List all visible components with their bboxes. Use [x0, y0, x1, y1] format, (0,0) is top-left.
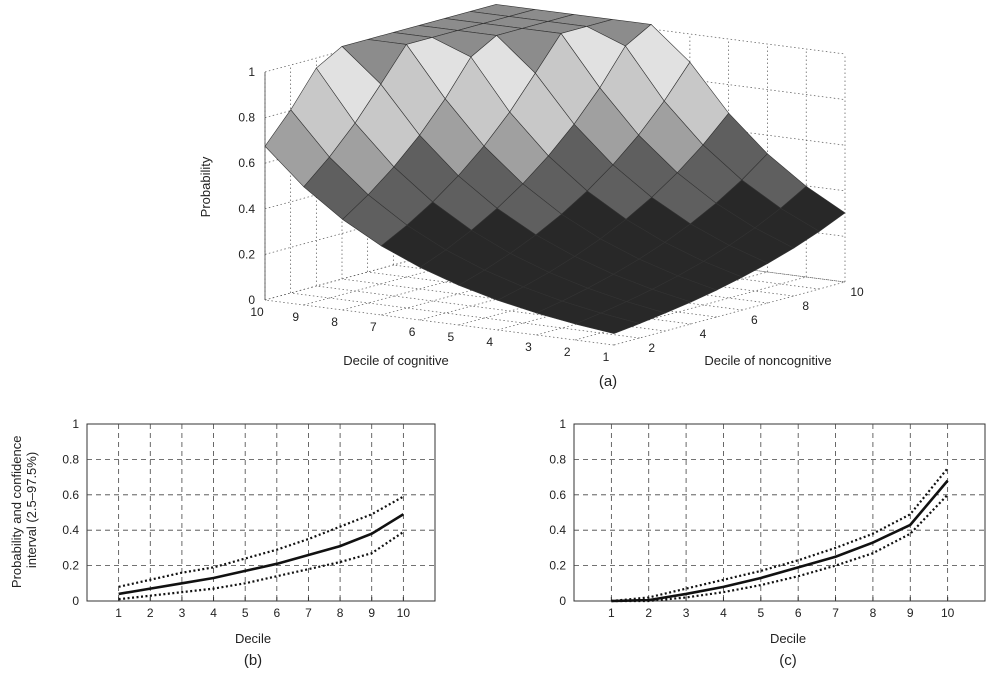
- y-axis-label-line-1: Probability and confidence: [9, 436, 24, 589]
- surface-mesh: [264, 4, 846, 334]
- y-axis-label: Probability and confidence interval (2.5…: [9, 432, 39, 588]
- x-axis-label: Decile: [770, 631, 806, 646]
- y-tick-labels: 0 0.2 0.4 0.6 0.8 1: [549, 417, 566, 608]
- x-tick-labels: 1 2 3 4 5 6 7 8 9 10: [115, 606, 410, 620]
- x-tick-labels: 1 2 3 4 5 6 7 8 9 10: [608, 606, 955, 620]
- floor-gridline: [290, 292, 640, 339]
- x-tick-label: 4: [210, 606, 217, 620]
- x-tick-label: 2: [147, 606, 154, 620]
- y-tick-label: 0.4: [549, 523, 566, 537]
- y-tick-labels: 2 4 6 8 10: [648, 285, 864, 355]
- x-tick-label: 1: [115, 606, 122, 620]
- x-tick-label: 1: [603, 350, 610, 364]
- panel-a-caption: (a): [599, 373, 617, 390]
- z-tick-label: 0.6: [238, 156, 255, 170]
- z-axis-label: Probability: [198, 156, 213, 217]
- x-axis-label: Decile of cognitive: [343, 353, 449, 368]
- x-tick-label: 2: [645, 606, 652, 620]
- x-tick-label: 5: [242, 606, 249, 620]
- y-axis-label: Decile of noncognitive: [704, 353, 831, 368]
- y-tick-label: 0.6: [62, 488, 79, 502]
- grid-lines: [86, 423, 436, 602]
- x-tick-label: 6: [409, 325, 416, 339]
- line-plot-panel-b: 0 0.2 0.4 0.6 0.8 1 1 2 3 4 5 6 7 8 9 10 Decile Probab…: [9, 417, 436, 669]
- y-tick-label: 0.4: [62, 523, 79, 537]
- x-tick-label: 9: [292, 310, 299, 324]
- series-line-upper: [118, 495, 404, 588]
- y-tick-label: 10: [850, 285, 864, 299]
- x-tick-label: 7: [832, 606, 839, 620]
- series-line-lower: [611, 494, 949, 603]
- y-axis-label-line-2: interval (2.5–97.5%): [24, 452, 39, 568]
- y-tick-label: 6: [751, 313, 758, 327]
- y-tick-label: 0.8: [62, 452, 79, 466]
- floor-gridline: [264, 299, 615, 346]
- z-tick-label: 0.8: [238, 111, 255, 125]
- x-axis-label: Decile: [235, 631, 271, 646]
- x-tick-label: 10: [397, 606, 411, 620]
- x-tick-label: 10: [941, 606, 955, 620]
- y-tick-label: 1: [559, 417, 566, 431]
- x-tick-label: 4: [486, 335, 493, 349]
- floor-gridline: [367, 271, 717, 318]
- y-tick-labels: 0 0.2 0.4 0.6 0.8 1: [62, 417, 79, 608]
- z-tick-labels: 0 0.2 0.4 0.6 0.8 1: [238, 65, 255, 307]
- x-tick-label: 10: [250, 305, 264, 319]
- y-tick-label: 0.2: [549, 559, 566, 573]
- x-tick-label: 7: [305, 606, 312, 620]
- x-tick-label: 8: [337, 606, 344, 620]
- series-line-estimate: [611, 479, 949, 603]
- series-line-upper: [611, 467, 949, 603]
- y-tick-label: 1: [72, 417, 79, 431]
- y-tick-label: 0: [72, 594, 79, 608]
- surface-patch: [574, 312, 641, 334]
- x-tick-label: 9: [907, 606, 914, 620]
- x-tick-labels: 1 2 3 4 5 6 7 8 9 10: [250, 305, 609, 364]
- y-tick-label: 0: [559, 594, 566, 608]
- floor-gridline: [341, 278, 692, 325]
- x-tick-label: 3: [683, 606, 690, 620]
- plot-frame: [573, 423, 986, 602]
- plot-frame: [86, 423, 436, 602]
- y-tick-label: 0.8: [549, 452, 566, 466]
- line-plot-panel-c: 0 0.2 0.4 0.6 0.8 1 1 2 3 4 5 6 7 8 9 10 Decile (c): [549, 417, 986, 669]
- x-tick-label: 3: [525, 340, 532, 354]
- z-tick-label: 1: [248, 65, 255, 79]
- panel-c-caption: (c): [779, 652, 797, 669]
- x-tick-label: 5: [448, 330, 455, 344]
- x-tick-label: 7: [370, 320, 377, 334]
- grid-lines: [573, 423, 986, 602]
- x-tick-label: 3: [179, 606, 186, 620]
- x-tick-label: 2: [564, 345, 571, 359]
- y-tick-label: 0.2: [62, 559, 79, 573]
- series-lines: [118, 495, 405, 601]
- floor-gridline: [316, 285, 666, 332]
- x-tick-label: 8: [331, 315, 338, 329]
- x-tick-label: 5: [757, 606, 764, 620]
- x-tick-label: 6: [795, 606, 802, 620]
- z-tick-label: 0.2: [238, 247, 255, 261]
- y-tick-label: 0.6: [549, 488, 566, 502]
- surface-plot-panel-a: 0 0.2 0.4 0.6 0.8 1 1 2 3 4 5 6 7 8 9 10 2 4 6 8 10 Probab…: [198, 4, 864, 390]
- y-tick-label: 8: [802, 299, 809, 313]
- z-tick-label: 0.4: [238, 202, 255, 216]
- y-tick-label: 2: [648, 341, 655, 355]
- x-tick-label: 6: [273, 606, 280, 620]
- x-tick-label: 4: [720, 606, 727, 620]
- y-tick-label: 4: [700, 327, 707, 341]
- x-tick-label: 8: [870, 606, 877, 620]
- x-tick-label: 9: [368, 606, 375, 620]
- z-tick-label: 0: [248, 293, 255, 307]
- x-tick-label: 1: [608, 606, 615, 620]
- panel-b-caption: (b): [244, 652, 262, 669]
- series-lines: [611, 467, 949, 603]
- series-line-estimate: [118, 513, 405, 596]
